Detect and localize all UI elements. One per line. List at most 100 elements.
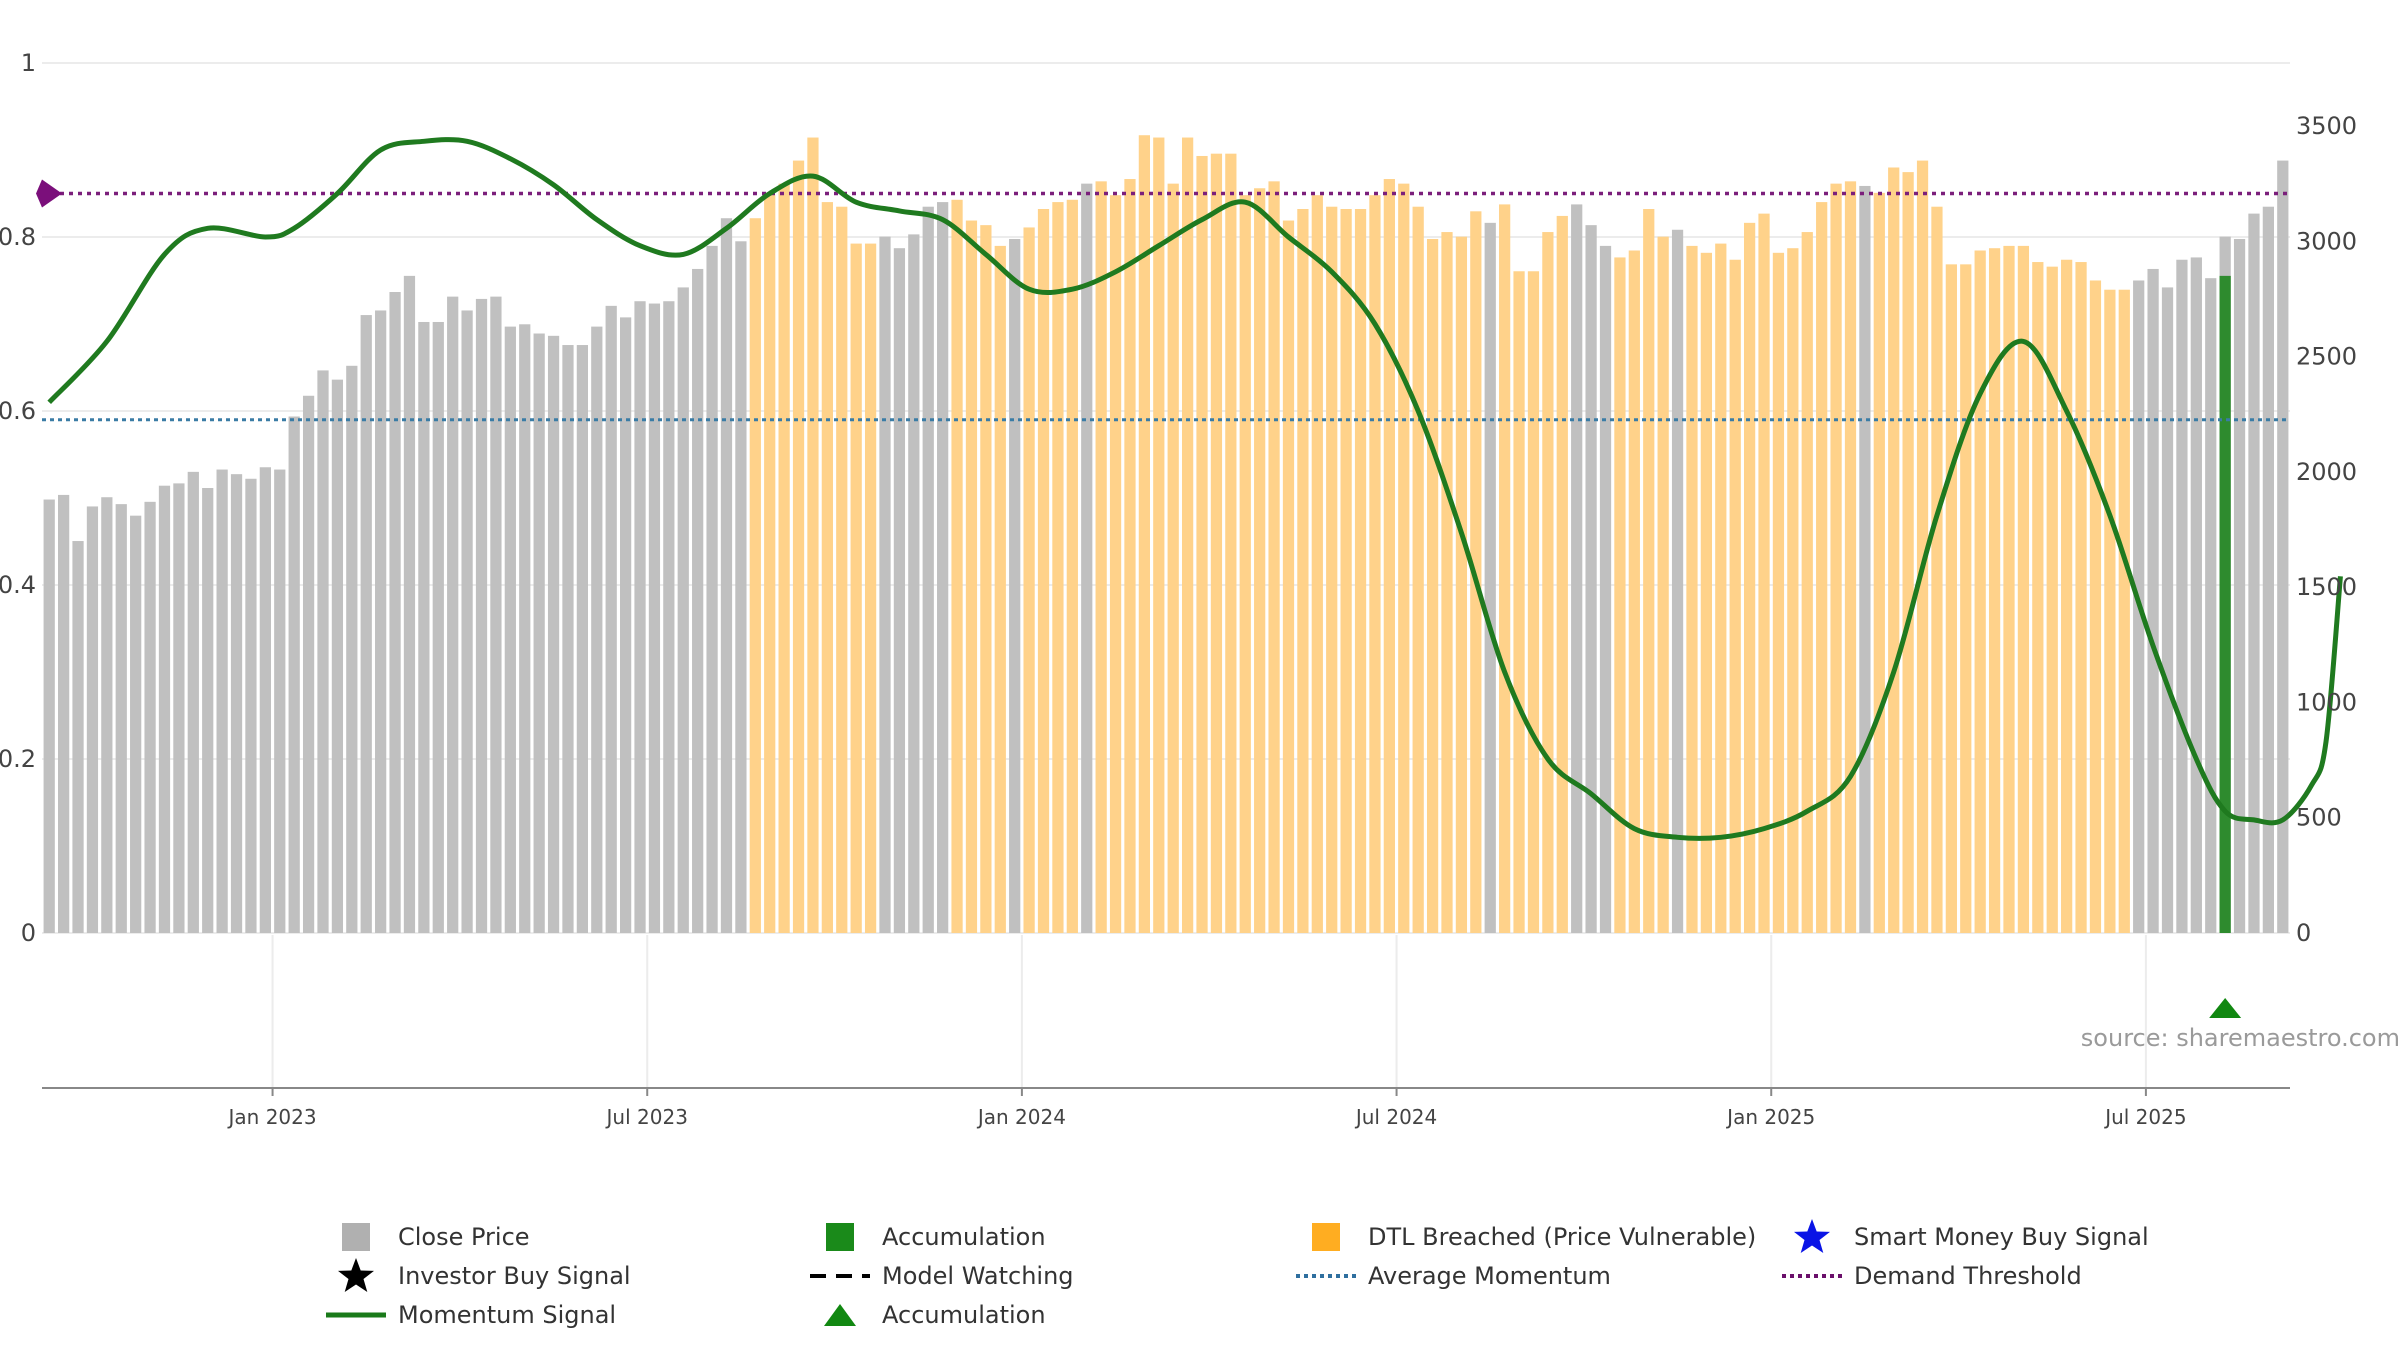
dtl-breached-bar <box>864 243 877 933</box>
close-price-bar <box>908 234 920 933</box>
close-price-bar <box>245 478 257 933</box>
dtl-breached-bar <box>1268 181 1280 933</box>
close-price-bar <box>648 303 661 933</box>
close-price-bar <box>692 268 704 933</box>
dtl-breached-bar <box>1037 209 1050 933</box>
dtl-breached-bar <box>1138 135 1151 934</box>
close-price-bar <box>403 275 416 933</box>
dtl-breached-bar <box>1628 250 1640 934</box>
close-price-bar <box>346 365 358 933</box>
dtl-breached-bar <box>1931 206 1943 933</box>
dtl-breached-bar <box>850 243 862 933</box>
dtl-breached-bar <box>1873 192 1885 933</box>
close-price-bar <box>1859 185 1871 933</box>
dtl-breached-bar <box>1960 264 1972 933</box>
x-axis-tick-label: Jan 2023 <box>227 1105 317 1129</box>
signal-lines <box>36 137 2343 841</box>
dtl-breached-bar <box>1499 204 1511 933</box>
close-price-bar <box>2147 268 2159 933</box>
close-price-bar <box>634 301 646 934</box>
close-price-bar <box>605 305 617 933</box>
close-price-bar <box>576 345 589 933</box>
close-price-bar <box>375 310 387 933</box>
close-price-bar <box>274 469 286 933</box>
dtl-breached-bar <box>1556 215 1568 933</box>
dtl-breached-bar <box>1715 243 1727 933</box>
close-price-bar <box>259 467 271 933</box>
close-price-bar <box>288 416 300 933</box>
close-price-bar <box>389 292 401 933</box>
dtl-breached-bar <box>1686 245 1698 933</box>
source-note: source: sharemaestro.com <box>2080 1024 2400 1052</box>
dtl-breached-bar <box>764 195 776 933</box>
dtl-breached-bar <box>2046 266 2058 933</box>
dtl-breached-bar <box>1181 137 1194 933</box>
close-price-bar <box>1671 229 1684 933</box>
right-axis-tick-label: 1500 <box>2296 573 2357 601</box>
close-price-bar <box>663 301 675 934</box>
dtl-breached-bar <box>1340 209 1352 933</box>
left-axis-tick-label: 1 <box>21 49 36 77</box>
dtl-breached-bar <box>1643 209 1655 933</box>
close-price-bar <box>547 335 560 933</box>
close-price-bar <box>302 395 315 934</box>
right-axis-tick-label: 1000 <box>2296 688 2357 716</box>
close-price-bar <box>893 248 906 933</box>
close-price-bar <box>879 236 891 933</box>
price-bars <box>43 135 2289 934</box>
dtl-breached-bar <box>2075 262 2087 934</box>
left-axis-tick-label: 0.6 <box>0 397 36 425</box>
dtl-breached-bar <box>2032 262 2044 934</box>
demand-threshold-marker <box>36 179 62 208</box>
dtl-breached-bar <box>807 137 819 933</box>
dtl-breached-bar <box>1455 236 1468 933</box>
axes: 0 0.2 0.4 0.6 0.8 1 0 500 1000 1500 2000 2500 3000 35… <box>0 49 2357 1129</box>
close-price-bar <box>447 296 459 933</box>
left-axis-tick-label: 0.2 <box>0 745 36 773</box>
close-price-bar <box>1484 222 1496 934</box>
dtl-breached-bar <box>1513 271 1525 933</box>
close-price-bar <box>2248 213 2260 934</box>
dtl-breached-bar <box>2017 245 2030 933</box>
dtl-breached-bar <box>1888 167 1900 933</box>
dtl-breached-bar <box>1153 137 1165 933</box>
dtl-breached-bar <box>1066 199 1078 934</box>
close-price-bar <box>504 326 516 933</box>
dtl-breached-bar <box>1412 206 1424 933</box>
close-price-bar <box>1009 238 1021 934</box>
dtl-breached-bar <box>1326 206 1338 933</box>
dtl-breached-bar <box>1830 183 1842 934</box>
close-price-bar <box>317 370 329 933</box>
right-axis-tick-label: 500 <box>2296 804 2342 832</box>
dtl-breached-bar <box>1816 202 1828 934</box>
close-price-bar <box>2277 160 2289 934</box>
close-price-bar <box>57 494 70 933</box>
close-price-bar <box>2161 287 2174 933</box>
dtl-breached-bar <box>2089 280 2102 933</box>
right-axis-tick-label: 3500 <box>2296 112 2357 140</box>
close-price-bar <box>115 504 127 933</box>
close-price-bar <box>2176 259 2188 933</box>
close-price-bar <box>86 506 99 933</box>
x-axis-tick-label: Jul 2024 <box>1354 1105 1437 1129</box>
signal-markers <box>2209 998 2242 1018</box>
close-price-bar <box>101 497 113 933</box>
close-price-bar <box>533 333 545 933</box>
close-price-bar <box>1585 225 1597 933</box>
right-axis-tick-label: 2500 <box>2296 343 2357 371</box>
close-price-bar <box>937 202 949 934</box>
close-price-bar <box>418 321 430 933</box>
dtl-breached-bar <box>2003 245 2015 933</box>
dtl-breached-bar <box>749 218 761 933</box>
close-price-bar <box>1571 204 1583 933</box>
right-axis-tick-label: 2000 <box>2296 458 2357 486</box>
close-price-bar <box>43 499 55 933</box>
close-price-bar <box>2262 206 2275 933</box>
dtl-breached-bar <box>1398 183 1410 934</box>
dtl-breached-bar <box>1787 248 1799 933</box>
close-price-bar <box>2233 238 2246 934</box>
left-axis-tick-label: 0.4 <box>0 571 36 599</box>
close-price-bar <box>475 298 488 933</box>
dtl-breached-bar <box>1225 153 1237 933</box>
dtl-breached-bar <box>1109 195 1122 933</box>
